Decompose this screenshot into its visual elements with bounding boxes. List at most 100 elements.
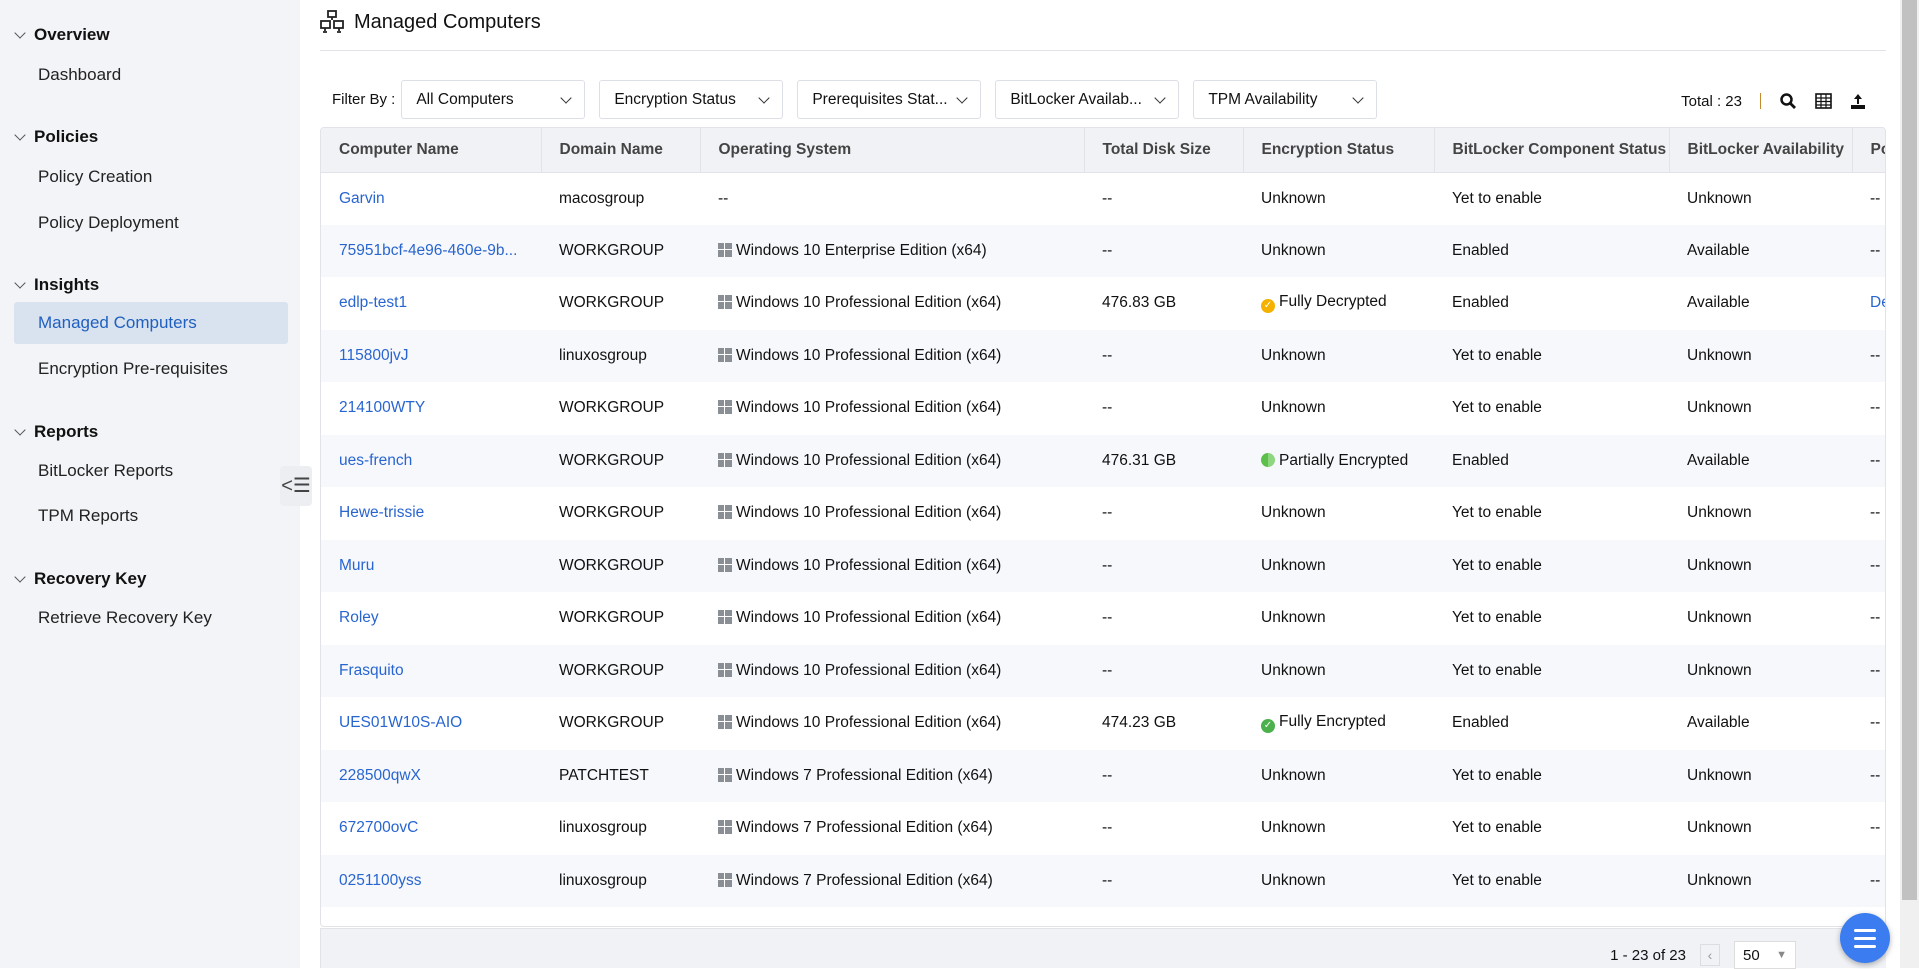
cell-text: Yet to enable bbox=[1452, 504, 1542, 522]
filter-encryption-status-dropdown[interactable]: Encryption Status bbox=[599, 80, 784, 119]
cell-total-disk-size: 476.83 GB bbox=[1084, 277, 1243, 330]
cell-computer-name[interactable]: 228500qwX bbox=[321, 749, 541, 802]
cell-po: -- bbox=[1852, 592, 1885, 645]
cell-computer-name[interactable]: Roley bbox=[321, 592, 541, 645]
sidebar-item-dashboard[interactable]: Dashboard bbox=[38, 65, 122, 84]
cell-bitlocker-availability: Unknown bbox=[1669, 172, 1852, 225]
export-icon[interactable] bbox=[1850, 93, 1866, 109]
cell-encryption-status: Partially Encrypted bbox=[1243, 434, 1434, 487]
cell-text: Unknown bbox=[1687, 504, 1752, 522]
sidebar-section-policies[interactable]: Policies bbox=[14, 127, 98, 147]
cell-computer-name[interactable]: 75951bcf-4e96-460e-9b... bbox=[321, 224, 541, 277]
cell-total-disk-size: -- bbox=[1084, 539, 1243, 592]
sidebar-section-reports[interactable]: Reports bbox=[14, 422, 98, 442]
cell-text: Windows 10 Professional Edition (x64) bbox=[736, 399, 1002, 417]
cell-text: WORKGROUP bbox=[559, 399, 665, 417]
cell-text: Windows 10 Enterprise Edition (x64) bbox=[736, 241, 987, 259]
column-header-bitlocker-component-status[interactable]: BitLocker Component Status bbox=[1434, 128, 1670, 173]
windows-icon bbox=[718, 662, 732, 677]
cell-computer-name[interactable]: edlp-test1 bbox=[321, 277, 541, 330]
column-header-encryption-status[interactable]: Encryption Status bbox=[1243, 128, 1435, 173]
cell-computer-name[interactable]: 0251100yss bbox=[321, 854, 541, 907]
cell-bitlocker-component-status: Enabled bbox=[1434, 224, 1669, 277]
cell-operating-system: Windows 10 Professional Edition (x64) bbox=[700, 697, 1084, 750]
cell-total-disk-size: 476.31 GB bbox=[1084, 434, 1243, 487]
cell-po: -- bbox=[1852, 224, 1885, 277]
cell-operating-system: Windows 7 Professional Edition (x64) bbox=[700, 802, 1084, 855]
cell-text: -- bbox=[1102, 766, 1113, 784]
cell-computer-name[interactable]: UES01W10S-AIO bbox=[321, 697, 541, 750]
column-header-operating-system[interactable]: Operating System bbox=[700, 128, 1085, 173]
collapse-sidebar-icon[interactable]: <☰ bbox=[280, 466, 312, 506]
cell-text: Available bbox=[1687, 714, 1750, 732]
cell-bitlocker-component-status: Yet to enable bbox=[1434, 749, 1669, 802]
fully-decrypted-status-icon: ✓ bbox=[1261, 299, 1275, 314]
cell-text: -- bbox=[1102, 819, 1113, 837]
cell-computer-name[interactable]: 672700ovC bbox=[321, 802, 541, 855]
cell-operating-system: Windows 10 Professional Edition (x64) bbox=[700, 434, 1084, 487]
cell-computer-name[interactable]: 214100WTY bbox=[321, 382, 541, 435]
cell-text: -- bbox=[718, 189, 729, 207]
filter-bitlocker-availab-dropdown[interactable]: BitLocker Availab... bbox=[995, 80, 1180, 119]
column-chooser-icon[interactable] bbox=[1815, 93, 1832, 109]
windows-icon bbox=[718, 610, 732, 625]
sidebar-section-insights[interactable]: Insights bbox=[14, 275, 99, 295]
cell-computer-name[interactable]: Frasquito bbox=[321, 644, 541, 697]
page-scrollbar[interactable] bbox=[1900, 0, 1919, 968]
cell-text: WORKGROUP bbox=[559, 451, 665, 469]
sidebar-item-retrieve-recovery-key[interactable]: Retrieve Recovery Key bbox=[38, 608, 212, 627]
cell-computer-name[interactable]: ues-french bbox=[321, 434, 541, 487]
column-header-po[interactable]: Po bbox=[1852, 128, 1885, 173]
cell-text: Unknown bbox=[1261, 819, 1326, 837]
cell-computer-name[interactable]: 115800jvJ bbox=[321, 329, 541, 382]
cell-domain-name: WORKGROUP bbox=[541, 592, 700, 645]
cell-text: Enabled bbox=[1452, 714, 1509, 732]
filter-all-computers-dropdown[interactable]: All Computers bbox=[401, 80, 586, 119]
column-header-domain-name[interactable]: Domain Name bbox=[541, 128, 701, 173]
cell-bitlocker-availability: Unknown bbox=[1669, 854, 1852, 907]
cell-text: -- bbox=[1102, 556, 1113, 574]
sidebar-item-encryption-pre-requisites[interactable]: Encryption Pre-requisites bbox=[38, 359, 228, 378]
search-icon[interactable] bbox=[1779, 92, 1797, 110]
cell-text: Windows 7 Professional Edition (x64) bbox=[736, 871, 993, 889]
divider bbox=[320, 50, 1886, 51]
cell-po: -- bbox=[1852, 749, 1885, 802]
sidebar-item-tpm-reports[interactable]: TPM Reports bbox=[38, 506, 139, 525]
filter-tpm-availability-dropdown[interactable]: TPM Availability bbox=[1193, 80, 1378, 119]
cell-domain-name: WORKGROUP bbox=[541, 224, 700, 277]
cell-domain-name: macosgroup bbox=[541, 172, 700, 225]
sidebar-section-overview[interactable]: Overview bbox=[14, 25, 110, 45]
cell-text: Unknown bbox=[1261, 766, 1326, 784]
previous-page-button[interactable]: ‹ bbox=[1700, 944, 1720, 966]
windows-icon bbox=[718, 557, 732, 572]
menu-fab-button[interactable] bbox=[1840, 913, 1890, 963]
cell-po[interactable]: De bbox=[1852, 277, 1885, 330]
cell-text: Unknown bbox=[1687, 766, 1752, 784]
chevron-down-icon bbox=[758, 91, 771, 104]
sidebar-item-managed-computers[interactable]: Managed Computers bbox=[14, 302, 288, 344]
cell-text: Windows 10 Professional Edition (x64) bbox=[736, 661, 1002, 679]
cell-computer-name[interactable]: Garvin bbox=[321, 172, 541, 225]
sidebar-item-policy-deployment[interactable]: Policy Deployment bbox=[38, 213, 179, 232]
sidebar-section-recovery-key[interactable]: Recovery Key bbox=[14, 569, 146, 589]
cell-text: Windows 10 Professional Edition (x64) bbox=[736, 346, 1002, 364]
column-header-bitlocker-availability[interactable]: BitLocker Availability bbox=[1669, 128, 1853, 173]
cell-bitlocker-component-status: Enabled bbox=[1434, 277, 1669, 330]
cell-text: Muru bbox=[339, 556, 375, 574]
sidebar-item-bitlocker-reports[interactable]: BitLocker Reports bbox=[38, 461, 174, 480]
cell-text: -- bbox=[1870, 504, 1881, 522]
column-header-total-disk-size[interactable]: Total Disk Size bbox=[1084, 128, 1244, 173]
page-size-select[interactable]: 50 ▼ bbox=[1734, 941, 1796, 969]
cell-encryption-status: Unknown bbox=[1243, 802, 1434, 855]
cell-computer-name[interactable]: Muru bbox=[321, 539, 541, 592]
cell-computer-name[interactable]: Hewe-trissie bbox=[321, 487, 541, 540]
chevron-down-icon bbox=[14, 129, 26, 141]
cell-domain-name: WORKGROUP bbox=[541, 539, 700, 592]
column-header-computer-name[interactable]: Computer Name bbox=[321, 128, 542, 173]
sidebar-item-policy-creation[interactable]: Policy Creation bbox=[38, 167, 153, 186]
cell-po: -- bbox=[1852, 434, 1885, 487]
cell-po: -- bbox=[1852, 644, 1885, 697]
table-row: Frasquito WORKGROUP Windows 10 Professiona… bbox=[321, 644, 1885, 697]
filter-prerequisites-stat-dropdown[interactable]: Prerequisites Stat... bbox=[797, 80, 982, 119]
scrollbar-thumb[interactable] bbox=[1902, 0, 1917, 900]
